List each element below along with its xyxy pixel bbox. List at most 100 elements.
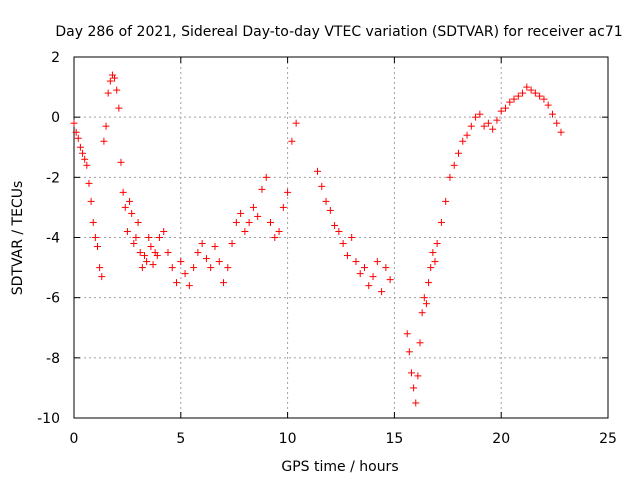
data-point <box>123 227 131 235</box>
data-point <box>348 234 356 241</box>
data-point <box>79 149 87 157</box>
data-point <box>339 240 347 248</box>
data-point <box>454 149 462 157</box>
data-point <box>288 137 296 145</box>
x-tick-label: 15 <box>385 431 403 447</box>
data-point <box>194 249 202 257</box>
x-tick-label: 20 <box>492 431 510 447</box>
tick-marks <box>73 56 609 419</box>
data-point <box>382 264 390 272</box>
data-point <box>519 89 527 97</box>
x-tick-label: 0 <box>70 431 79 447</box>
data-point <box>93 243 101 251</box>
data-point <box>360 264 368 272</box>
data-point <box>365 282 373 290</box>
data-point <box>87 197 95 205</box>
data-point <box>275 227 283 235</box>
data-point <box>245 218 253 226</box>
data-point <box>527 86 535 94</box>
data-point <box>70 119 78 127</box>
data-point <box>410 384 418 392</box>
data-point <box>416 339 424 347</box>
data-point <box>429 249 437 257</box>
x-tick-label: 25 <box>599 431 617 447</box>
data-point <box>480 122 488 130</box>
data-point <box>160 227 168 235</box>
data-point <box>134 218 142 226</box>
data-point <box>514 92 522 100</box>
data-point <box>72 128 80 136</box>
data-point <box>168 264 176 272</box>
data-point <box>335 227 343 235</box>
data-point <box>96 264 104 272</box>
data-point <box>254 212 262 220</box>
y-tick-label: -2 <box>46 170 60 186</box>
data-point <box>145 234 153 241</box>
data-point <box>81 155 89 163</box>
data-point <box>100 137 108 145</box>
data-point <box>484 119 492 127</box>
data-point <box>138 264 146 272</box>
data-point <box>553 119 561 127</box>
y-tick-label: -10 <box>37 411 60 427</box>
data-point <box>143 258 151 266</box>
data-point <box>405 348 413 356</box>
data-point <box>373 258 381 266</box>
data-point <box>431 258 439 266</box>
x-tick-label: 10 <box>279 431 297 447</box>
y-tick-label: 2 <box>51 50 60 66</box>
data-point <box>83 161 91 169</box>
data-point <box>352 258 360 266</box>
data-point <box>181 270 189 278</box>
data-point <box>177 258 185 266</box>
data-point <box>91 234 99 241</box>
data-point <box>121 203 129 211</box>
data-point <box>407 369 415 377</box>
data-point <box>232 218 240 226</box>
data-point <box>211 243 219 251</box>
data-point <box>98 273 106 281</box>
x-axis-label: GPS time / hours <box>281 459 398 475</box>
data-point <box>173 279 181 287</box>
data-point <box>422 300 430 308</box>
data-point <box>548 110 556 118</box>
data-point <box>497 107 505 115</box>
data-points <box>70 71 565 407</box>
x-tick-label: 5 <box>176 431 185 447</box>
data-point <box>414 372 422 380</box>
data-point <box>279 203 287 211</box>
data-point <box>207 264 215 272</box>
data-point <box>224 264 232 272</box>
data-point <box>164 249 172 257</box>
data-point <box>130 240 138 248</box>
data-point <box>467 122 475 130</box>
data-point <box>378 288 386 296</box>
data-point <box>427 264 435 272</box>
data-point <box>74 134 82 142</box>
data-point <box>198 240 206 248</box>
data-point <box>536 92 544 100</box>
data-point <box>292 119 300 127</box>
data-point <box>314 167 322 175</box>
data-point <box>369 273 377 281</box>
data-point <box>544 101 552 109</box>
data-point <box>531 89 539 97</box>
data-point <box>403 330 411 338</box>
data-point <box>119 188 127 196</box>
data-point <box>153 252 161 260</box>
data-point <box>557 128 565 136</box>
data-point <box>106 77 114 85</box>
data-point <box>241 227 249 235</box>
data-point <box>476 110 484 118</box>
data-point <box>237 209 245 217</box>
x-tick-labels: 0 5 10 15 20 25 <box>70 431 617 447</box>
data-point <box>104 89 112 97</box>
data-point <box>433 240 441 248</box>
data-point <box>267 218 275 226</box>
data-point <box>501 104 509 112</box>
data-point <box>510 95 518 103</box>
data-point <box>102 122 110 130</box>
data-point <box>540 95 548 103</box>
data-point <box>128 209 136 217</box>
